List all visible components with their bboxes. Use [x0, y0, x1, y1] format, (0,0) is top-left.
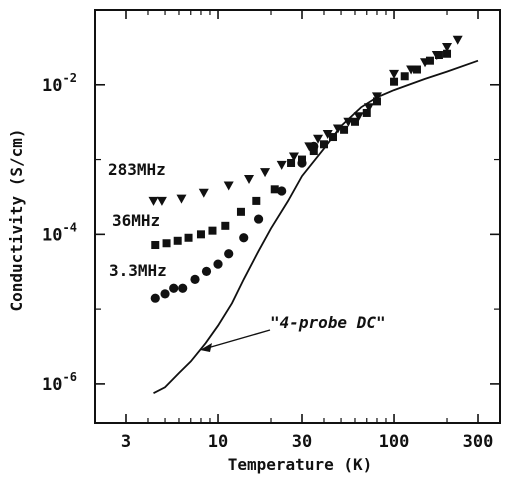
point-283mhz — [313, 134, 324, 144]
point-283mhz — [322, 129, 333, 139]
point-36mhz — [319, 140, 328, 149]
point-283mhz — [371, 92, 382, 102]
y-tick-exponent: -6 — [62, 370, 76, 384]
point-283mhz — [353, 112, 364, 122]
point-36mhz — [184, 233, 193, 242]
x-axis-minor-ticks — [147, 10, 448, 423]
point-283mhz — [363, 103, 374, 113]
y-tick-base: 10 — [42, 76, 62, 96]
point-3-3mhz — [213, 259, 223, 269]
label-283mhz: 283MHz — [108, 160, 166, 179]
point-3-3mhz — [253, 214, 264, 224]
point-283mhz — [452, 35, 463, 45]
x-tick-label: 3 — [121, 432, 131, 452]
point-3-3mhz — [297, 158, 307, 168]
point-36mhz — [252, 196, 261, 205]
series-3-3mhz — [150, 141, 319, 303]
y-tick-exponent: -2 — [62, 71, 76, 85]
y-axis-ticks: 10-610-410-2 — [42, 71, 500, 395]
point-36mhz — [162, 239, 171, 248]
point-36mhz — [328, 133, 337, 142]
point-36mhz — [151, 241, 160, 250]
y-tick-label: 10-2 — [42, 71, 77, 96]
point-36mhz — [443, 49, 452, 58]
label-3-3mhz: 3.3MHz — [109, 261, 167, 280]
x-tick-label: 100 — [379, 432, 410, 452]
y-tick-exponent: -4 — [62, 220, 76, 234]
point-283mhz — [176, 194, 187, 204]
point-283mhz — [198, 188, 209, 198]
point-36mhz — [400, 72, 409, 81]
point-3-3mhz — [160, 289, 170, 299]
y-tick-base: 10 — [42, 375, 62, 395]
point-3-3mhz — [277, 186, 287, 196]
point-3-3mhz — [178, 283, 188, 293]
point-283mhz — [260, 168, 271, 178]
point-283mhz — [288, 152, 299, 162]
point-36mhz — [412, 65, 421, 74]
x-tick-label: 10 — [208, 432, 228, 452]
point-36mhz — [173, 236, 182, 245]
dc-curve — [153, 59, 479, 395]
annotation-arrow-line — [203, 329, 271, 350]
point-283mhz — [343, 117, 354, 127]
x-axis-title: Temperature (K) — [228, 455, 373, 474]
point-283mhz — [244, 174, 255, 184]
label-36mhz: 36MHz — [112, 211, 160, 230]
point-36mhz — [425, 56, 434, 65]
x-axis-ticks: 3 10 30 100 300 — [121, 10, 494, 452]
series-4-probe-dc — [153, 59, 479, 395]
point-36mhz — [350, 117, 359, 126]
y-tick-base: 10 — [42, 225, 62, 245]
point-36mhz — [340, 125, 349, 134]
point-36mhz — [309, 147, 318, 156]
point-283mhz — [148, 196, 159, 206]
point-283mhz — [389, 69, 400, 79]
point-36mhz — [208, 226, 217, 235]
point-36mhz — [372, 97, 381, 106]
point-3-3mhz — [239, 233, 249, 243]
x-tick-label: 30 — [292, 432, 312, 452]
point-283mhz — [442, 43, 453, 53]
point-3-3mhz — [190, 274, 200, 284]
point-283mhz — [156, 196, 167, 206]
point-36mhz — [221, 221, 230, 230]
x-tick-label: 300 — [463, 432, 494, 452]
point-36mhz — [270, 185, 279, 194]
plot-frame — [94, 9, 501, 424]
y-tick-label: 10-4 — [42, 220, 77, 245]
series-283mhz — [148, 35, 463, 206]
point-3-3mhz — [201, 266, 212, 276]
annotation-arrowhead — [200, 343, 212, 352]
point-283mhz — [223, 181, 234, 191]
point-3-3mhz — [309, 141, 319, 151]
point-36mhz — [236, 207, 245, 216]
point-36mhz — [287, 158, 296, 167]
point-3-3mhz — [224, 249, 234, 259]
point-3-3mhz — [150, 293, 160, 303]
point-36mhz — [434, 51, 443, 60]
point-3-3mhz — [169, 283, 179, 293]
y-axis-minor-ticks — [95, 158, 500, 310]
point-283mhz — [276, 160, 287, 170]
point-36mhz — [196, 230, 205, 239]
annotation-4-probe-dc: "4-probe DC" — [270, 313, 386, 332]
y-tick-label: 10-6 — [42, 370, 77, 395]
series-36mhz — [151, 49, 452, 250]
point-36mhz — [362, 108, 371, 117]
y-axis-title: Conductivity (S/cm) — [7, 128, 26, 311]
point-36mhz — [390, 77, 399, 86]
